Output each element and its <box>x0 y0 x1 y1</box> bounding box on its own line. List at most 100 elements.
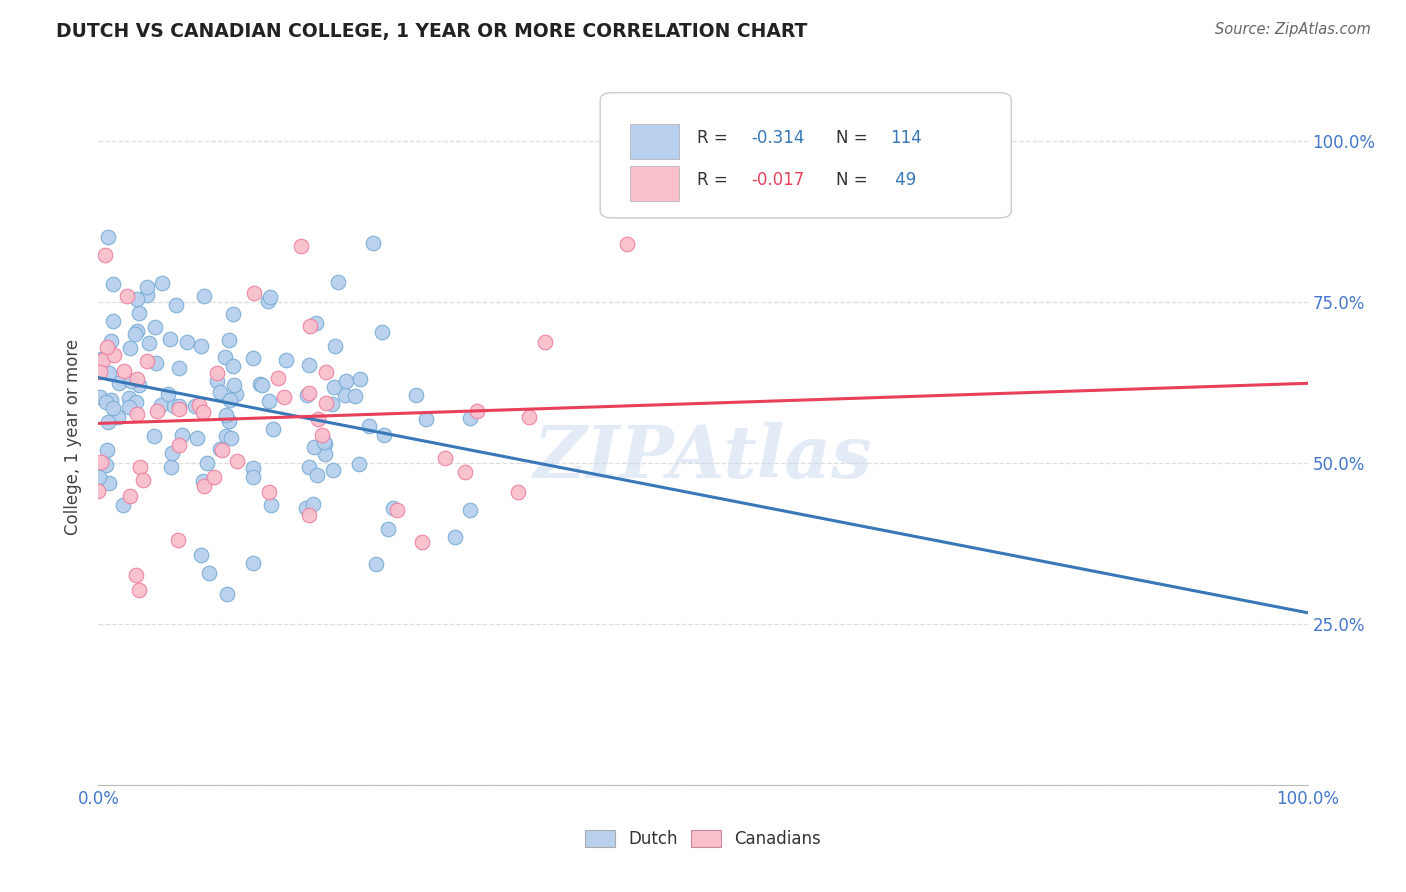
Point <box>415 412 437 426</box>
Point <box>259 484 281 499</box>
Point <box>218 333 240 347</box>
Text: -0.017: -0.017 <box>751 170 804 188</box>
Point <box>96 230 118 244</box>
Point <box>205 374 228 388</box>
Point <box>190 548 212 562</box>
Point <box>314 436 336 450</box>
Point <box>321 396 343 410</box>
Point <box>323 379 346 393</box>
Point <box>311 427 333 442</box>
Point <box>100 393 122 408</box>
Point <box>89 390 111 404</box>
Text: N =: N = <box>837 129 873 147</box>
FancyBboxPatch shape <box>630 166 679 201</box>
Point <box>187 397 209 411</box>
Point <box>167 399 190 413</box>
Point <box>118 341 141 355</box>
Point <box>517 409 540 424</box>
Point <box>298 358 321 372</box>
Point <box>87 484 110 499</box>
Point <box>242 351 264 365</box>
Point <box>118 489 141 503</box>
Point <box>94 395 117 409</box>
Point <box>160 445 183 459</box>
Point <box>91 353 114 368</box>
Point <box>127 407 149 421</box>
Point <box>312 434 335 449</box>
FancyBboxPatch shape <box>630 124 679 159</box>
Point <box>260 499 283 513</box>
Point <box>333 388 356 402</box>
Point <box>149 398 172 412</box>
Point <box>349 372 371 386</box>
Point <box>256 293 278 308</box>
Point <box>97 415 120 429</box>
Text: DUTCH VS CANADIAN COLLEGE, 1 YEAR OR MORE CORRELATION CHART: DUTCH VS CANADIAN COLLEGE, 1 YEAR OR MOR… <box>56 22 807 41</box>
Text: 114: 114 <box>890 129 922 147</box>
Point <box>93 248 115 262</box>
Point <box>202 470 225 484</box>
Point <box>454 466 477 480</box>
Point <box>307 411 329 425</box>
Point <box>112 364 135 378</box>
Point <box>172 427 194 442</box>
Point <box>107 409 129 424</box>
Point <box>101 401 124 416</box>
Point <box>252 378 274 392</box>
Point <box>128 378 150 392</box>
Point <box>190 339 212 353</box>
Point <box>103 348 125 362</box>
Point <box>112 498 135 512</box>
Point <box>242 461 264 475</box>
Point <box>145 356 167 370</box>
Point <box>96 340 118 354</box>
Point <box>167 438 190 452</box>
Point <box>343 389 366 403</box>
Point <box>138 336 160 351</box>
Point <box>298 460 321 475</box>
Point <box>186 431 208 445</box>
Point <box>276 352 298 367</box>
Point <box>433 451 456 466</box>
Text: Source: ZipAtlas.com: Source: ZipAtlas.com <box>1215 22 1371 37</box>
Point <box>273 390 295 404</box>
Point <box>508 485 530 500</box>
Point <box>302 440 325 454</box>
Point <box>128 582 150 597</box>
Point <box>458 503 481 517</box>
Point <box>381 500 404 515</box>
Point <box>125 324 148 338</box>
Point <box>215 408 238 422</box>
Point <box>217 587 239 601</box>
Text: N =: N = <box>837 170 873 188</box>
Point <box>257 393 280 408</box>
Point <box>100 334 122 348</box>
Point <box>128 306 150 320</box>
Point <box>458 410 481 425</box>
Point <box>169 402 191 417</box>
Point <box>243 286 266 301</box>
Point <box>323 339 346 353</box>
Point <box>120 374 142 388</box>
Point <box>315 365 337 379</box>
Point <box>118 400 141 414</box>
Point <box>219 393 242 408</box>
Point <box>191 474 214 488</box>
Point <box>249 377 271 392</box>
Point <box>357 418 380 433</box>
Point <box>136 279 159 293</box>
Point <box>176 334 198 349</box>
Point <box>262 422 284 436</box>
Point <box>218 414 240 428</box>
Point <box>98 475 121 490</box>
Point <box>373 428 395 442</box>
Point <box>193 479 215 493</box>
Point <box>315 396 337 410</box>
Point <box>347 457 370 471</box>
Text: ZIPAtlas: ZIPAtlas <box>534 423 872 493</box>
Point <box>242 557 264 571</box>
Point <box>136 354 159 368</box>
Point <box>191 405 214 419</box>
Point <box>326 275 349 289</box>
Text: R =: R = <box>697 170 733 188</box>
